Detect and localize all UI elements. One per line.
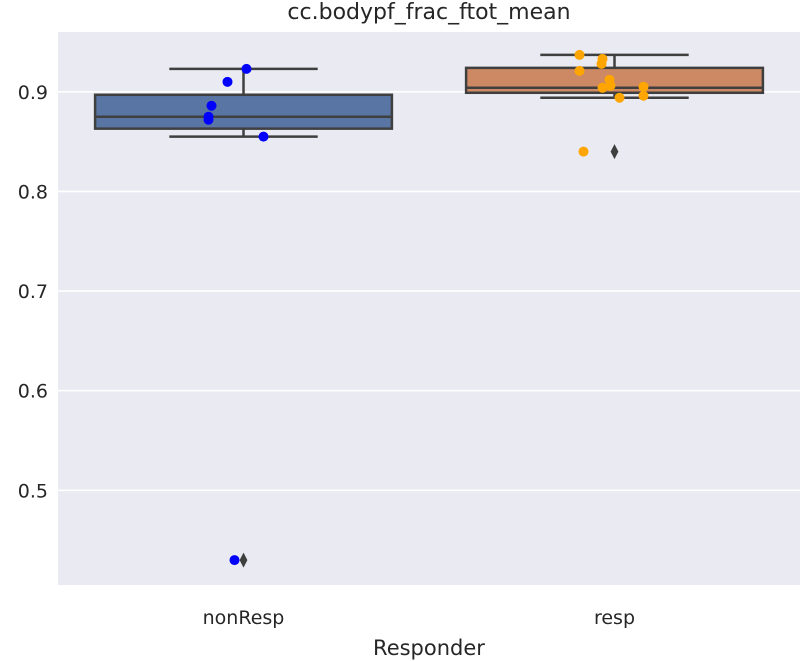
- y-tick-label: 0.5: [18, 480, 48, 502]
- strip-point: [222, 76, 233, 87]
- x-tick-label: resp: [594, 607, 635, 629]
- y-tick-label: 0.9: [18, 82, 48, 104]
- strip-point: [578, 146, 589, 157]
- strip-point: [203, 114, 214, 125]
- box-iqr: [93, 93, 394, 130]
- strip-point: [258, 131, 269, 142]
- outlier-marker: [610, 144, 619, 160]
- strip-points: [203, 49, 649, 566]
- x-tick-label: nonResp: [203, 607, 285, 629]
- strip-point: [638, 90, 649, 101]
- strip-point: [597, 82, 608, 93]
- y-tick-label: 0.8: [18, 181, 48, 203]
- outlier-marker: [239, 552, 248, 568]
- chart-title: cc.bodypf_frac_ftot_mean: [287, 0, 570, 25]
- strip-point: [229, 555, 240, 566]
- strip-point: [614, 92, 625, 103]
- strip-point: [574, 49, 585, 60]
- x-axis-label: Responder: [373, 636, 485, 660]
- strip-point: [574, 65, 585, 76]
- y-tick-label: 0.7: [18, 281, 48, 303]
- y-tick-label: 0.6: [18, 381, 48, 403]
- boxes: [93, 53, 765, 568]
- strip-point: [206, 100, 217, 111]
- strip-point: [596, 58, 607, 69]
- box-nonResp: [93, 67, 394, 568]
- tick-labels: 0.5 0.6 0.7 0.8 0.9 nonResp resp: [18, 82, 635, 629]
- strip-point: [241, 63, 252, 74]
- strip-point: [605, 80, 616, 91]
- gridlines: [58, 90, 800, 492]
- strip-point: [638, 81, 649, 92]
